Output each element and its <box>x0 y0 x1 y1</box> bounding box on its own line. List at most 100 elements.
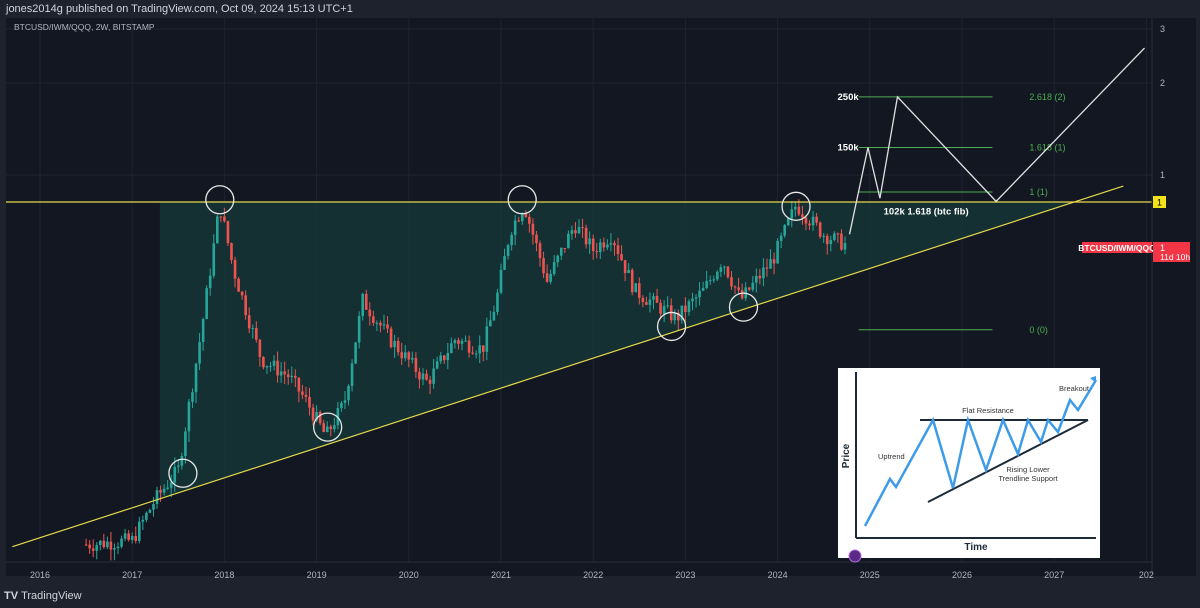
candle <box>645 296 648 306</box>
tradingview-logo[interactable]: TV TradingView <box>4 590 82 602</box>
candle-body <box>382 324 386 326</box>
candle <box>755 268 758 293</box>
candle-body <box>333 425 336 430</box>
candle-body <box>237 278 240 292</box>
candle-body <box>301 391 304 395</box>
lightning-icon[interactable] <box>848 549 862 563</box>
candle-body <box>322 423 325 432</box>
candle <box>620 245 623 262</box>
inset-price-path <box>863 379 1098 527</box>
candle <box>542 251 545 278</box>
candle <box>145 511 148 523</box>
candle-body <box>134 536 138 541</box>
projection-label: 102k 1.618 (btc fib) <box>884 206 969 217</box>
candle-body <box>723 266 726 268</box>
candle <box>265 365 269 374</box>
touch-circle <box>781 191 811 221</box>
candle-body <box>701 288 705 291</box>
candle-body <box>297 377 301 392</box>
candle-body <box>396 340 400 353</box>
price-axis[interactable]: 1 2 3 <box>1160 24 1165 180</box>
candle <box>481 345 485 362</box>
candle-body <box>226 221 230 244</box>
candle-body <box>726 266 730 278</box>
candle-body <box>563 247 567 249</box>
candle <box>169 474 173 498</box>
time-tick: 2018 <box>214 570 234 580</box>
candle-body <box>840 233 843 250</box>
candle <box>460 338 464 351</box>
candle-body <box>538 243 542 259</box>
candle <box>233 256 237 288</box>
time-axis[interactable]: 2016 2017 2018 2019 2020 2021 2022 2023 2024 2025… <box>30 570 1154 580</box>
candle-body <box>528 216 531 224</box>
candle <box>708 275 712 286</box>
candle-body <box>88 544 91 549</box>
candle-body <box>524 213 528 217</box>
inset-xlabel: Time <box>964 542 988 553</box>
candle-body <box>428 379 432 384</box>
candle-body <box>123 533 127 539</box>
candle <box>833 231 836 242</box>
candle <box>130 532 134 544</box>
candle-body <box>762 267 765 279</box>
touch-circle <box>656 311 687 342</box>
candle-body <box>779 235 783 241</box>
candle <box>216 214 219 244</box>
candle-body <box>162 488 166 493</box>
candle-body <box>630 269 634 293</box>
candle <box>758 269 762 285</box>
candle-body <box>127 533 130 540</box>
candle-body <box>294 375 297 378</box>
time-tick: 2026 <box>952 570 972 580</box>
candle <box>102 533 106 549</box>
candle-body <box>240 291 244 296</box>
logo-text: TradingView <box>21 590 82 602</box>
candle-body <box>474 353 478 355</box>
candle-body <box>201 319 205 343</box>
candle <box>517 216 521 223</box>
candle <box>318 410 322 426</box>
candle <box>191 388 194 409</box>
candle <box>137 516 141 544</box>
candle-body <box>442 355 446 361</box>
candle-body <box>606 244 609 248</box>
candle <box>418 367 421 389</box>
candle-body <box>776 240 779 264</box>
candle <box>801 205 804 225</box>
candle <box>106 536 109 550</box>
candle <box>177 459 180 473</box>
candle <box>694 294 698 308</box>
candle <box>464 335 467 342</box>
rising-trendline[interactable] <box>12 185 1124 548</box>
candle-body <box>694 297 698 299</box>
candle <box>435 356 439 370</box>
tv-logo-icon: TV <box>4 590 19 602</box>
candle <box>240 290 244 300</box>
candle-body <box>460 340 464 344</box>
candle-body <box>361 293 364 317</box>
candle-body <box>825 235 829 245</box>
candle-body <box>506 245 510 257</box>
candle-body <box>616 245 620 255</box>
footer: TV TradingView <box>0 585 1200 608</box>
current-price-value: 1 <box>1160 243 1165 253</box>
publish-info: jones2014g published on TradingView.com,… <box>6 3 353 15</box>
candle-body <box>329 426 333 430</box>
candle-body <box>375 322 379 324</box>
candle-body <box>804 217 808 224</box>
candle-body <box>407 352 411 360</box>
time-tick: 2020 <box>399 570 419 580</box>
candle-body <box>84 544 88 546</box>
candle <box>630 267 634 296</box>
candle <box>230 242 233 264</box>
candle <box>226 220 230 247</box>
candle-body <box>244 295 247 316</box>
candle-body <box>453 340 457 344</box>
projection-path[interactable] <box>848 47 1146 235</box>
candle-body <box>478 345 482 354</box>
touch-circle <box>205 185 235 215</box>
candle-body <box>822 235 825 237</box>
candle-body <box>315 411 318 421</box>
